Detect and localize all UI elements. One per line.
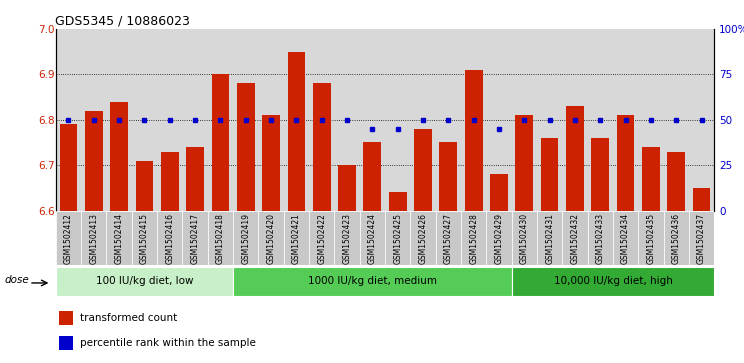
Bar (516, 115, 533, 211)
Bar (490, 174, 508, 211)
FancyBboxPatch shape (487, 211, 512, 265)
Text: GSM1502416: GSM1502416 (165, 213, 174, 264)
Text: dose: dose (4, 275, 29, 285)
FancyBboxPatch shape (689, 211, 714, 265)
FancyBboxPatch shape (182, 211, 208, 265)
Text: GSM1502417: GSM1502417 (190, 213, 199, 264)
FancyBboxPatch shape (638, 211, 664, 265)
Bar (59, 311, 73, 325)
FancyBboxPatch shape (132, 211, 157, 265)
Bar (617, 115, 635, 211)
Text: GSM1502433: GSM1502433 (596, 213, 605, 264)
Text: GSM1502431: GSM1502431 (545, 213, 554, 264)
FancyBboxPatch shape (309, 211, 334, 265)
Bar (591, 138, 609, 211)
Text: transformed count: transformed count (80, 313, 177, 323)
Bar (237, 83, 254, 211)
FancyBboxPatch shape (81, 211, 106, 265)
FancyBboxPatch shape (512, 211, 537, 265)
Text: GSM1502414: GSM1502414 (115, 213, 124, 264)
Bar (642, 147, 660, 211)
FancyBboxPatch shape (283, 211, 309, 265)
Text: GSM1502432: GSM1502432 (571, 213, 580, 264)
Text: 100 IU/kg diet, low: 100 IU/kg diet, low (96, 276, 193, 286)
Bar (339, 165, 356, 211)
FancyBboxPatch shape (56, 211, 81, 265)
FancyBboxPatch shape (411, 211, 436, 265)
FancyBboxPatch shape (208, 211, 233, 265)
Bar (262, 115, 280, 211)
Bar (667, 151, 685, 211)
Text: GSM1502412: GSM1502412 (64, 213, 73, 264)
Bar (59, 336, 73, 350)
Text: GSM1502436: GSM1502436 (672, 213, 681, 264)
Text: GSM1502434: GSM1502434 (621, 213, 630, 264)
FancyBboxPatch shape (258, 211, 283, 265)
FancyBboxPatch shape (436, 211, 461, 265)
Text: GSM1502437: GSM1502437 (697, 213, 706, 264)
Text: GSM1502428: GSM1502428 (469, 213, 478, 264)
FancyBboxPatch shape (562, 211, 588, 265)
FancyBboxPatch shape (334, 211, 359, 265)
Text: GSM1502413: GSM1502413 (89, 213, 98, 264)
Text: GSM1502424: GSM1502424 (368, 213, 377, 264)
Text: GSM1502430: GSM1502430 (520, 213, 529, 264)
Text: GSM1502422: GSM1502422 (317, 213, 326, 264)
Bar (566, 106, 584, 211)
Bar (211, 74, 229, 211)
Text: GSM1502421: GSM1502421 (292, 213, 301, 264)
Bar (693, 188, 711, 211)
Text: GSM1502429: GSM1502429 (495, 213, 504, 264)
Text: GSM1502423: GSM1502423 (342, 213, 351, 264)
FancyBboxPatch shape (461, 211, 487, 265)
Bar (465, 70, 483, 211)
FancyBboxPatch shape (385, 211, 411, 265)
Text: 1000 IU/kg diet, medium: 1000 IU/kg diet, medium (308, 276, 437, 286)
FancyBboxPatch shape (512, 266, 714, 296)
FancyBboxPatch shape (537, 211, 562, 265)
Bar (186, 147, 204, 211)
Text: GSM1502425: GSM1502425 (393, 213, 403, 264)
Text: GDS5345 / 10886023: GDS5345 / 10886023 (55, 15, 190, 28)
Text: GSM1502418: GSM1502418 (216, 213, 225, 264)
Bar (541, 138, 559, 211)
Bar (414, 129, 432, 211)
Text: GSM1502415: GSM1502415 (140, 213, 149, 264)
Text: 10,000 IU/kg diet, high: 10,000 IU/kg diet, high (554, 276, 673, 286)
FancyBboxPatch shape (56, 266, 233, 296)
FancyBboxPatch shape (233, 211, 258, 265)
FancyBboxPatch shape (359, 211, 385, 265)
Bar (135, 160, 153, 211)
Bar (312, 83, 330, 211)
FancyBboxPatch shape (233, 266, 512, 296)
Text: GSM1502419: GSM1502419 (241, 213, 250, 264)
FancyBboxPatch shape (664, 211, 689, 265)
Text: GSM1502420: GSM1502420 (266, 213, 275, 264)
Text: GSM1502435: GSM1502435 (647, 213, 655, 264)
FancyBboxPatch shape (106, 211, 132, 265)
Text: percentile rank within the sample: percentile rank within the sample (80, 338, 255, 348)
FancyBboxPatch shape (157, 211, 182, 265)
Text: GSM1502427: GSM1502427 (444, 213, 453, 264)
Bar (440, 142, 458, 211)
FancyBboxPatch shape (588, 211, 613, 265)
Bar (389, 192, 406, 211)
FancyBboxPatch shape (613, 211, 638, 265)
Text: GSM1502426: GSM1502426 (419, 213, 428, 264)
Bar (287, 52, 305, 211)
Bar (110, 102, 128, 211)
Bar (161, 151, 179, 211)
Bar (85, 111, 103, 211)
Bar (364, 142, 381, 211)
Bar (60, 124, 77, 211)
